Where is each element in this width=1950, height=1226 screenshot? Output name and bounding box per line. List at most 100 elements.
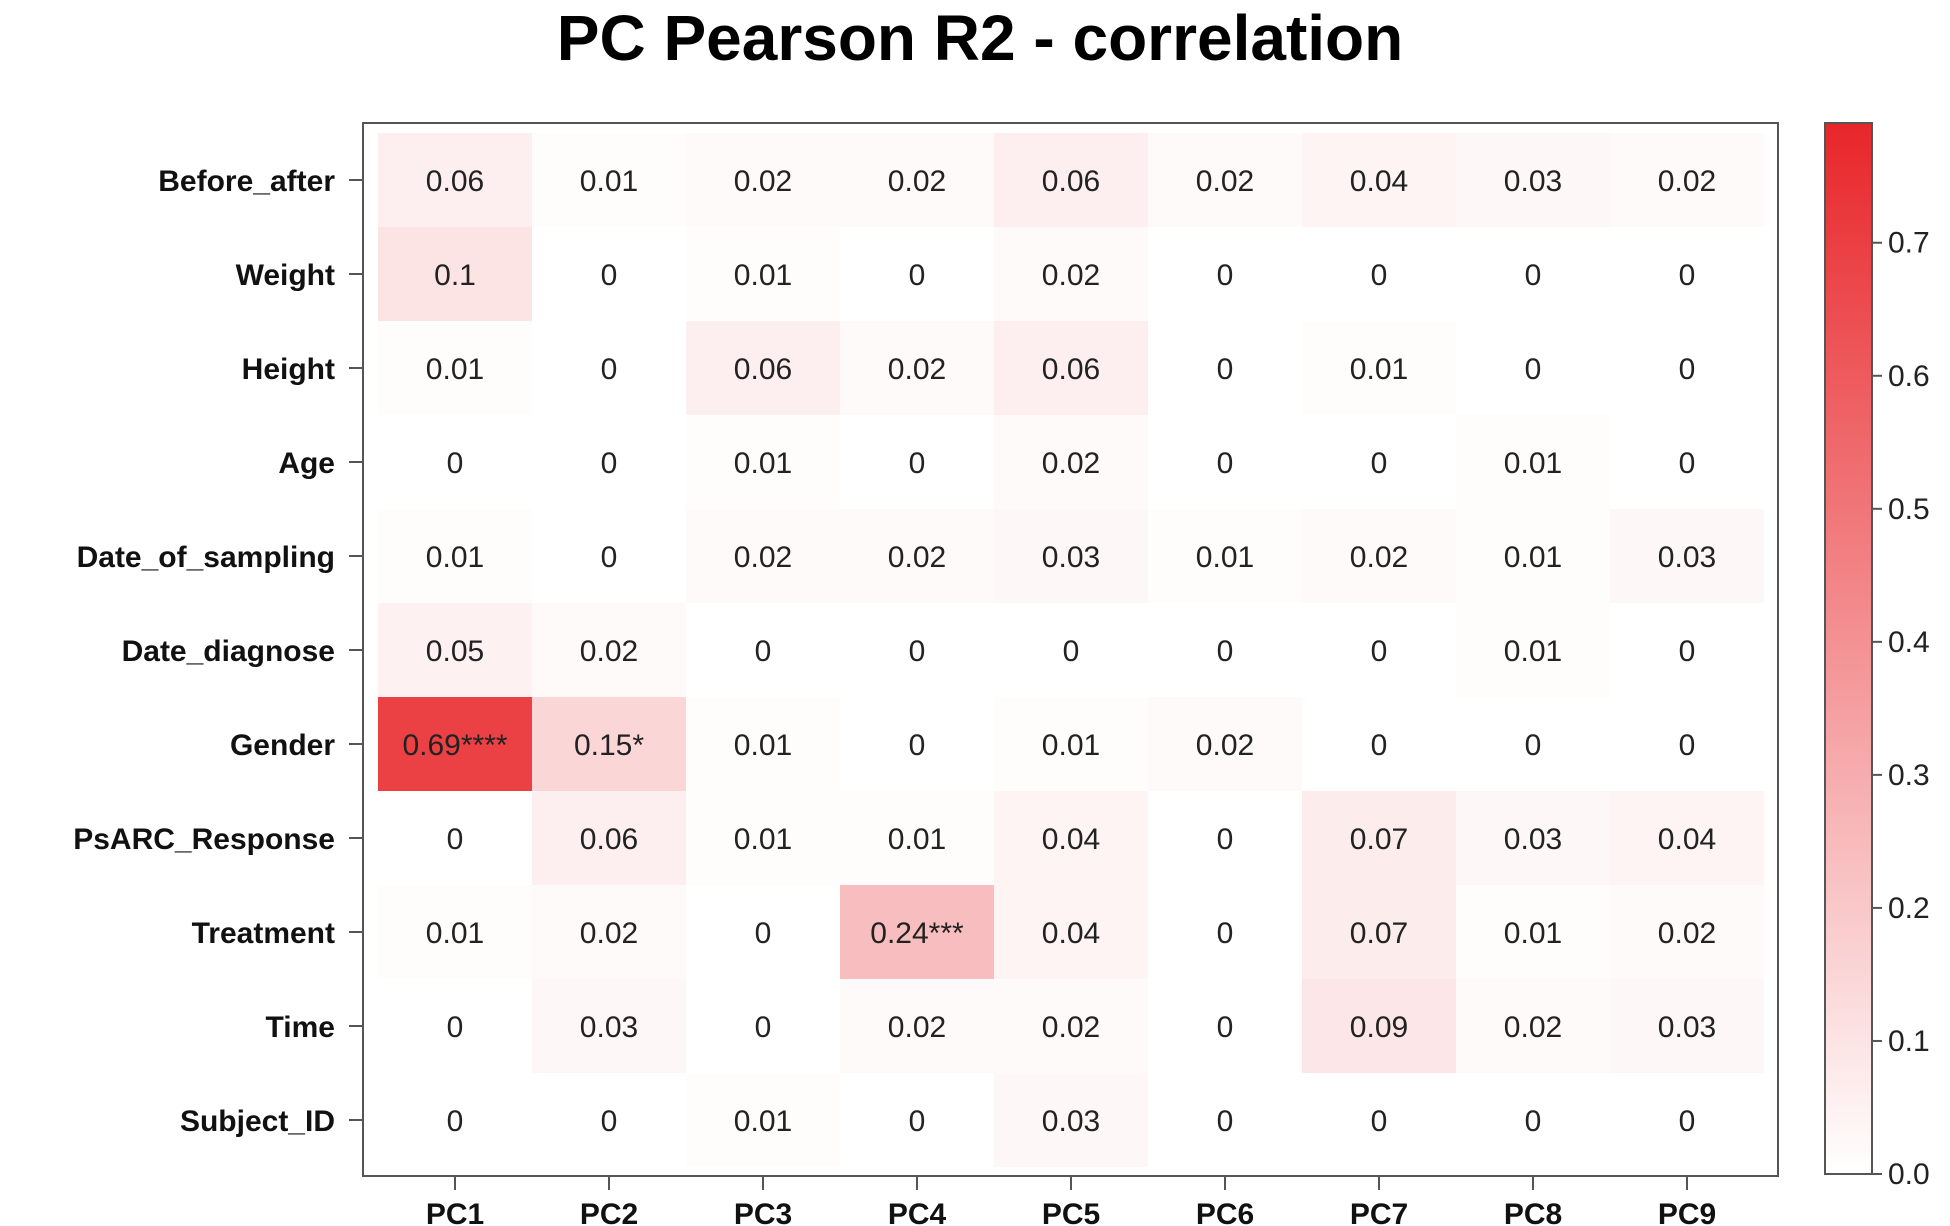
- cell-value-label: 0: [1679, 635, 1696, 668]
- heatmap-cell: [532, 227, 686, 321]
- heatmap-cell: [1302, 1073, 1456, 1167]
- heatmap-cell: [1610, 603, 1764, 697]
- cell-value-label: 0: [1217, 823, 1234, 856]
- heatmap-cell: [1148, 697, 1302, 791]
- column-label: PC6: [1196, 1198, 1254, 1226]
- legend-tick-label: 0.5: [1888, 493, 1930, 526]
- cell-value-label: 0.03: [580, 1011, 638, 1044]
- heatmap-cell: [1456, 415, 1610, 509]
- heatmap-cell: [686, 1073, 840, 1167]
- heatmap-cell: [1148, 227, 1302, 321]
- row-label: Treatment: [192, 917, 335, 950]
- heatmap-cell: [1302, 697, 1456, 791]
- cell-value-label: 0.01: [1504, 541, 1562, 574]
- heatmap-cell: [1302, 227, 1456, 321]
- heatmap-cell: [532, 885, 686, 979]
- heatmap-cell: [994, 885, 1148, 979]
- heatmap-cell: [840, 697, 994, 791]
- cell-value-label: 0: [1371, 447, 1388, 480]
- cell-value-label: 0: [601, 259, 618, 292]
- heatmap-cell: [840, 133, 994, 227]
- heatmap-cell: [1148, 791, 1302, 885]
- heatmap-cell: [1456, 885, 1610, 979]
- cell-value-label: 0.03: [1658, 541, 1716, 574]
- heatmap-cell: [840, 1073, 994, 1167]
- cell-value-label: 0: [601, 447, 618, 480]
- heatmap-cell: [840, 415, 994, 509]
- legend-ticks: 0.0 0.1 0.2 0.3 0.4 0.5 0.6 0.7: [1872, 227, 1930, 1191]
- cell-value-label: 0.06: [1042, 353, 1100, 386]
- cell-value-label: 0.04: [1658, 823, 1716, 856]
- cell-value-label: 0: [601, 541, 618, 574]
- legend-tick-label: 0.0: [1888, 1158, 1930, 1191]
- row-label: Subject_ID: [180, 1105, 335, 1138]
- heatmap-cell: [686, 133, 840, 227]
- heatmap-cell: [1456, 227, 1610, 321]
- legend-tick-label: 0.2: [1888, 892, 1930, 925]
- cell-value-label: 0.01: [734, 447, 792, 480]
- cell-value-label: 0: [1217, 353, 1234, 386]
- column-label: PC3: [734, 1198, 792, 1226]
- heatmap-grid: 0.06 0.01 0.02 0.02 0.06 0.02 0.04 0.03 0.02 0.1 0…: [378, 133, 1764, 1167]
- cell-value-label: 0.02: [1658, 165, 1716, 198]
- heatmap-cell: [1148, 321, 1302, 415]
- cell-value-label: 0: [909, 447, 926, 480]
- heatmap-cell: [1148, 509, 1302, 603]
- heatmap-cell: [686, 979, 840, 1073]
- cell-value-label: 0: [1371, 635, 1388, 668]
- cell-value-label: 0.01: [426, 353, 484, 386]
- heatmap-cell: [1610, 885, 1764, 979]
- cell-value-label: 0.03: [1504, 823, 1562, 856]
- cell-value-label: 0.04: [1042, 917, 1100, 950]
- column-label: PC7: [1350, 1198, 1408, 1226]
- heatmap-cell: [1148, 1073, 1302, 1167]
- heatmap-cell: [686, 415, 840, 509]
- cell-value-label: 0: [601, 353, 618, 386]
- heatmap-cell: [686, 227, 840, 321]
- row-label: Gender: [230, 729, 335, 762]
- cell-value-label: 0.01: [734, 1105, 792, 1138]
- heatmap-cell: [994, 1073, 1148, 1167]
- cell-value-label: 0: [1679, 259, 1696, 292]
- cell-value-label: 0.02: [1042, 1011, 1100, 1044]
- row-label: PsARC_Response: [73, 823, 335, 856]
- heatmap-cell: [378, 697, 532, 791]
- cell-value-label: 0.04: [1042, 823, 1100, 856]
- column-label: PC2: [580, 1198, 638, 1226]
- column-label: PC4: [888, 1198, 947, 1226]
- cell-value-label: 0: [1371, 259, 1388, 292]
- cell-value-label: 0.01: [734, 729, 792, 762]
- heatmap-cell: [1148, 885, 1302, 979]
- heatmap-cell: [840, 227, 994, 321]
- heatmap-cell: [994, 603, 1148, 697]
- cell-value-label: 0: [1063, 635, 1080, 668]
- legend-tick-label: 0.1: [1888, 1025, 1930, 1058]
- cell-value-label: 0.02: [1658, 917, 1716, 950]
- heatmap-cell: [378, 321, 532, 415]
- heatmap-cell: [994, 415, 1148, 509]
- chart-title: PC Pearson R2 - correlation: [557, 2, 1403, 74]
- heatmap-cell: [1302, 133, 1456, 227]
- cell-value-label: 0: [909, 259, 926, 292]
- cell-value-label: 0: [1217, 259, 1234, 292]
- heatmap-cell: [686, 509, 840, 603]
- cell-value-label: 0: [755, 635, 772, 668]
- cell-value-label: 0.09: [1350, 1011, 1408, 1044]
- heatmap-cell: [1302, 415, 1456, 509]
- heatmap-cell: [994, 697, 1148, 791]
- cell-value-label: 0.01: [734, 823, 792, 856]
- cell-value-label: 0.03: [1658, 1011, 1716, 1044]
- heatmap-cell: [1302, 791, 1456, 885]
- heatmap-cell: [994, 979, 1148, 1073]
- cell-value-label: 0.02: [888, 1011, 946, 1044]
- heatmap-cell: [378, 979, 532, 1073]
- heatmap-cell: [532, 979, 686, 1073]
- legend-tick-label: 0.6: [1888, 360, 1930, 393]
- heatmap-cell: [994, 791, 1148, 885]
- heatmap-cell: [1610, 509, 1764, 603]
- cell-value-label: 0: [1679, 1105, 1696, 1138]
- cell-value-label: 0.01: [1350, 353, 1408, 386]
- row-label: Date_diagnose: [122, 635, 335, 668]
- heatmap-cell: [840, 885, 994, 979]
- cell-value-label: 0.02: [580, 635, 638, 668]
